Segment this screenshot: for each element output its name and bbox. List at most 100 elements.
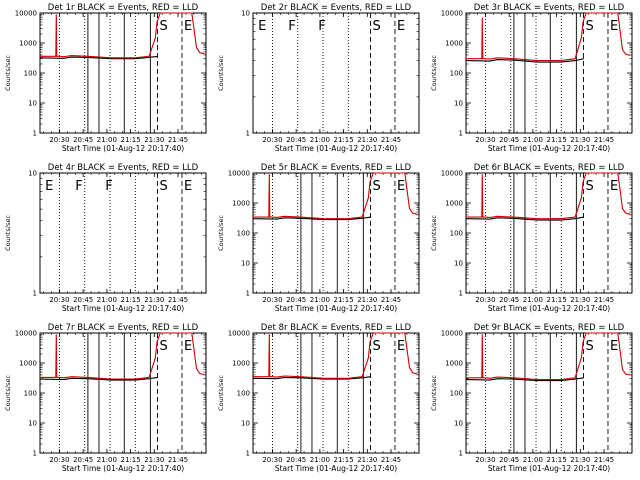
y-tick-label: 100 xyxy=(450,390,463,398)
y-tick-label: 10 xyxy=(241,10,250,18)
y-tick-label: 1 xyxy=(459,290,463,298)
y-tick-label: 1 xyxy=(33,450,37,458)
x-tick-label: 20:45 xyxy=(73,136,93,144)
x-tick-label: 21:15 xyxy=(546,296,566,304)
x-tick-label: 20:45 xyxy=(73,296,93,304)
y-tick-label: 1 xyxy=(33,130,37,138)
x-tick-label: 21:15 xyxy=(333,136,353,144)
plot-frame xyxy=(465,172,633,294)
plot-title: Det 3r BLACK = Events, RED = LLD xyxy=(474,3,625,13)
y-axis-label: Counts/sec xyxy=(4,55,12,91)
plot-title: Det 2r BLACK = Events, RED = LLD xyxy=(261,3,412,13)
x-tick-label: 21:00 xyxy=(97,296,117,304)
x-tick-label: 20:30 xyxy=(475,456,495,464)
y-tick-label: 1000 xyxy=(19,40,37,48)
x-tick-label: 21:45 xyxy=(594,456,614,464)
x-tick-label: 21:30 xyxy=(570,296,590,304)
x-tick-label: 21:00 xyxy=(523,456,543,464)
plot-frame xyxy=(39,172,207,294)
plot-frame xyxy=(465,332,633,454)
x-tick-label: 20:30 xyxy=(49,456,69,464)
y-axis-label: Counts/sec xyxy=(217,375,225,411)
series-line-events xyxy=(252,376,371,380)
series-line-events xyxy=(465,58,584,63)
y-tick-label: 100 xyxy=(24,70,37,78)
x-axis-label: Start Time (01-Aug-12 20:17:40) xyxy=(62,464,184,473)
x-tick-label: 21:45 xyxy=(381,456,401,464)
y-tick-label: 10 xyxy=(28,170,37,178)
y-tick-label: 1000 xyxy=(445,200,463,208)
x-tick-label: 21:30 xyxy=(144,456,164,464)
plot-frame xyxy=(39,12,207,134)
x-axis-label: Start Time (01-Aug-12 20:17:40) xyxy=(62,144,184,153)
event-marker: E xyxy=(45,179,53,194)
x-tick-label: 21:30 xyxy=(144,296,164,304)
x-tick-label: 21:15 xyxy=(546,136,566,144)
y-tick-label: 10 xyxy=(454,260,463,268)
event-marker: E xyxy=(184,19,192,34)
x-tick-label: 21:15 xyxy=(120,136,140,144)
y-tick-label: 100 xyxy=(237,390,250,398)
series-line-lld xyxy=(40,12,205,59)
x-tick-label: 21:00 xyxy=(523,136,543,144)
event-marker: S xyxy=(372,179,380,194)
series-line-events xyxy=(39,376,158,381)
x-tick-label: 20:45 xyxy=(286,296,306,304)
series-line-events xyxy=(39,55,158,60)
y-axis-label: Counts/sec xyxy=(217,215,225,251)
y-tick-label: 1 xyxy=(33,290,37,298)
x-tick-label: 21:15 xyxy=(120,456,140,464)
x-tick-label: 20:30 xyxy=(262,296,282,304)
y-tick-label: 1 xyxy=(459,130,463,138)
plot-title: Det 1r BLACK = Events, RED = LLD xyxy=(48,3,199,13)
y-tick-label: 10000 xyxy=(441,330,463,338)
x-tick-label: 21:00 xyxy=(310,296,330,304)
plot-title: Det 8r BLACK = Events, RED = LLD xyxy=(261,323,412,333)
event-marker: E xyxy=(610,339,618,354)
x-tick-label: 20:30 xyxy=(262,136,282,144)
event-marker: S xyxy=(585,19,593,34)
x-tick-label: 21:15 xyxy=(546,456,566,464)
x-tick-label: 21:15 xyxy=(333,296,353,304)
x-tick-label: 21:30 xyxy=(357,296,377,304)
x-tick-label: 21:00 xyxy=(310,136,330,144)
x-axis-label: Start Time (01-Aug-12 20:17:40) xyxy=(488,464,610,473)
x-axis-label: Start Time (01-Aug-12 20:17:40) xyxy=(62,304,184,313)
series-line-lld xyxy=(253,332,418,379)
series-line-lld xyxy=(466,172,631,220)
event-marker: F xyxy=(288,19,295,34)
y-tick-label: 100 xyxy=(450,70,463,78)
x-tick-label: 20:45 xyxy=(499,296,519,304)
plot-title: Det 6r BLACK = Events, RED = LLD xyxy=(474,163,625,173)
detector-panel: Det 7r BLACK = Events, RED = LLD Counts/s… xyxy=(4,323,207,473)
plot-title: Det 5r BLACK = Events, RED = LLD xyxy=(261,163,412,173)
detector-panel: Det 5r BLACK = Events, RED = LLD Counts/s… xyxy=(217,163,420,313)
event-marker: E xyxy=(397,339,405,354)
plot-frame xyxy=(252,332,420,454)
event-marker: S xyxy=(159,339,167,354)
event-marker: E xyxy=(610,179,618,194)
y-tick-label: 10 xyxy=(454,420,463,428)
y-tick-label: 1 xyxy=(246,130,250,138)
x-tick-label: 21:45 xyxy=(594,296,614,304)
event-marker: E xyxy=(397,179,405,194)
y-tick-label: 1000 xyxy=(445,360,463,368)
y-tick-label: 100 xyxy=(24,390,37,398)
x-tick-label: 20:45 xyxy=(499,456,519,464)
y-axis-label: Counts/sec xyxy=(430,215,438,251)
y-tick-label: 10 xyxy=(241,260,250,268)
x-tick-label: 21:00 xyxy=(310,456,330,464)
plot-title: Det 9r BLACK = Events, RED = LLD xyxy=(474,323,625,333)
event-marker: S xyxy=(159,19,167,34)
event-marker: F xyxy=(318,19,325,34)
x-tick-label: 20:30 xyxy=(49,136,69,144)
series-line-lld xyxy=(253,172,418,220)
x-tick-label: 21:30 xyxy=(357,456,377,464)
plot-title: Det 4r BLACK = Events, RED = LLD xyxy=(48,163,199,173)
series-line-lld xyxy=(40,332,205,380)
y-axis-label: Counts/sec xyxy=(4,375,12,411)
y-axis-label: Counts/sec xyxy=(430,55,438,91)
x-tick-label: 21:30 xyxy=(570,136,590,144)
x-tick-label: 21:45 xyxy=(381,296,401,304)
plot-frame xyxy=(39,332,207,454)
